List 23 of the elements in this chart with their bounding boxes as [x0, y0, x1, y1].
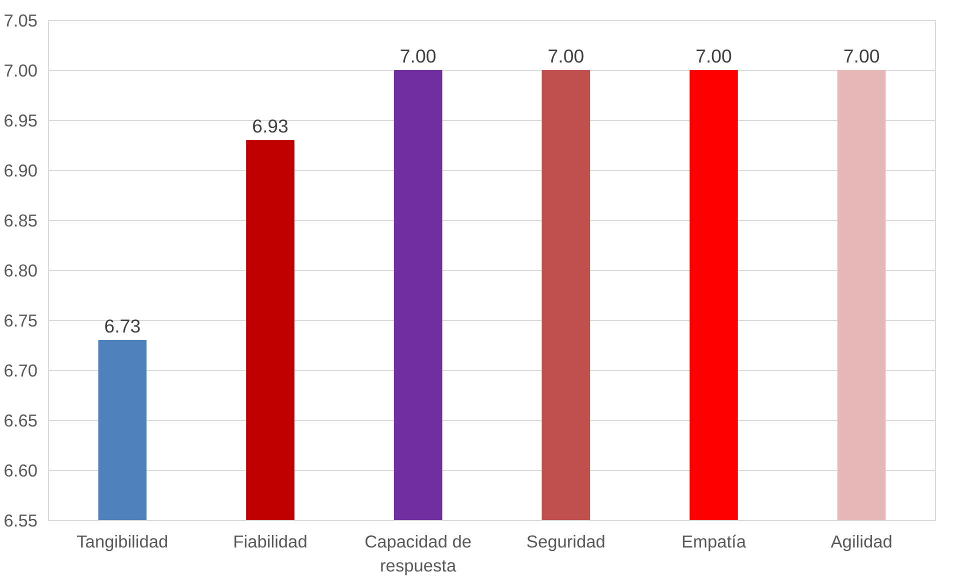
data-label: 6.73 — [104, 316, 141, 336]
x-tick-label: Agilidad — [830, 532, 892, 552]
y-tick-label: 6.60 — [4, 460, 38, 480]
y-tick-label: 6.95 — [4, 110, 38, 130]
data-label: 7.00 — [400, 46, 436, 66]
x-tick-label: Empatía — [681, 532, 746, 552]
x-tick-label: Tangibilidad — [76, 532, 168, 552]
x-tick-label: Capacidad de respuesta — [364, 532, 472, 576]
y-tick-label: 7.05 — [4, 10, 38, 30]
x-tick-label: Seguridad — [526, 532, 606, 552]
y-tick-label: 7.00 — [4, 60, 38, 80]
y-tick-label: 6.65 — [4, 410, 38, 430]
y-tick-label: 6.55 — [4, 510, 38, 530]
data-label: 7.00 — [548, 46, 584, 66]
data-label: 7.00 — [843, 46, 880, 66]
y-tick-label: 6.75 — [4, 310, 38, 330]
data-label: 6.93 — [252, 116, 288, 136]
y-tick-label: 6.90 — [4, 160, 38, 180]
y-tick-label: 6.85 — [4, 210, 38, 230]
data-label: 7.00 — [696, 46, 732, 66]
y-tick-label: 6.70 — [4, 360, 38, 380]
y-tick-label: 6.80 — [4, 260, 38, 280]
x-tick-label: Fiabilidad — [233, 532, 308, 552]
